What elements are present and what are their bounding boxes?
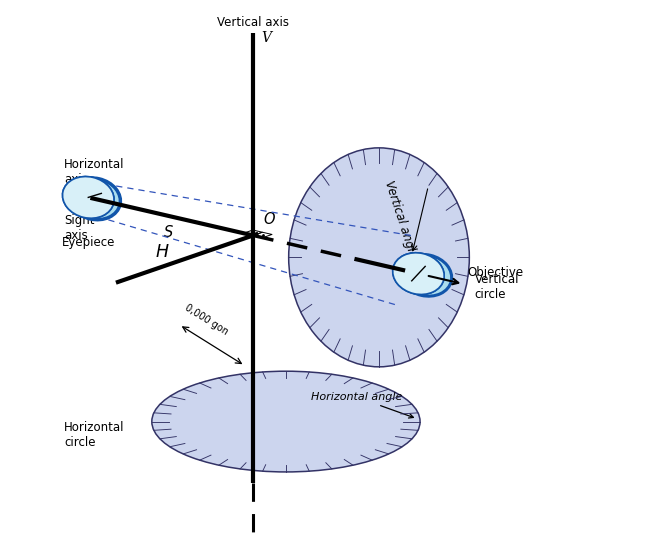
Text: 0,000 gon: 0,000 gon [183, 302, 230, 337]
Ellipse shape [63, 176, 114, 218]
Text: $O$: $O$ [263, 211, 276, 227]
Ellipse shape [400, 254, 452, 296]
Text: V: V [262, 32, 271, 45]
Ellipse shape [69, 178, 120, 220]
Ellipse shape [392, 253, 444, 294]
Text: Vertical axis: Vertical axis [217, 17, 289, 29]
Ellipse shape [288, 148, 470, 367]
Ellipse shape [152, 371, 420, 472]
Text: Horizontal
circle: Horizontal circle [64, 421, 125, 449]
Text: Horizontal
axis: Horizontal axis [64, 159, 125, 186]
Text: Objective: Objective [467, 266, 523, 279]
Text: $S$: $S$ [163, 225, 174, 240]
Text: Eyepiece: Eyepiece [61, 236, 115, 249]
Text: Horizontal angle: Horizontal angle [311, 392, 413, 418]
Text: Sight
axis: Sight axis [64, 214, 95, 242]
Text: $H$: $H$ [156, 244, 170, 262]
Text: Vertical
circle: Vertical circle [475, 273, 519, 301]
Text: Vertical angle: Vertical angle [382, 179, 420, 259]
